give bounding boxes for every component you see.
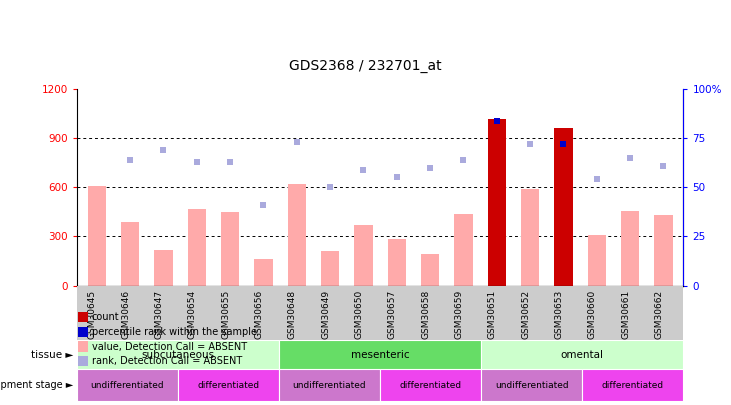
Text: GSM30653: GSM30653 — [555, 290, 564, 339]
Text: rank, Detection Call = ABSENT: rank, Detection Call = ABSENT — [92, 356, 242, 366]
Bar — [654, 215, 673, 286]
Bar — [321, 251, 339, 286]
Point — [491, 117, 503, 124]
Text: GSM30647: GSM30647 — [154, 290, 164, 339]
Text: omental: omental — [561, 350, 604, 360]
Bar — [355, 225, 373, 286]
Text: subcutaneous: subcutaneous — [141, 350, 214, 360]
Text: GSM30655: GSM30655 — [221, 290, 230, 339]
Point — [458, 157, 469, 163]
Point — [158, 147, 170, 153]
Bar — [279, 369, 380, 401]
Bar — [77, 369, 178, 401]
Point — [591, 176, 602, 183]
Text: GSM30652: GSM30652 — [521, 290, 530, 339]
Bar — [287, 184, 306, 286]
Point — [658, 162, 670, 169]
Bar — [121, 222, 140, 286]
Bar — [178, 369, 279, 401]
Text: GDS2368 / 232701_at: GDS2368 / 232701_at — [289, 59, 442, 73]
Bar — [583, 369, 683, 401]
Point — [291, 139, 303, 145]
Bar — [78, 356, 88, 367]
Text: GSM30661: GSM30661 — [621, 290, 630, 339]
Bar — [77, 340, 279, 369]
Text: tissue ►: tissue ► — [31, 350, 73, 360]
Point — [424, 164, 436, 171]
Bar — [521, 189, 539, 286]
Bar — [154, 249, 173, 286]
Text: count: count — [92, 312, 119, 322]
Text: undifferentiated: undifferentiated — [292, 381, 366, 390]
Text: GSM30646: GSM30646 — [121, 290, 130, 339]
Bar — [588, 235, 606, 286]
Text: differentiated: differentiated — [602, 381, 664, 390]
Bar — [554, 128, 572, 286]
Point — [624, 155, 636, 161]
Text: GSM30651: GSM30651 — [488, 290, 497, 339]
Bar — [621, 211, 640, 286]
Text: GSM30650: GSM30650 — [355, 290, 363, 339]
Text: GSM30656: GSM30656 — [254, 290, 263, 339]
Bar — [78, 326, 88, 337]
Point — [224, 158, 236, 165]
Point — [191, 158, 202, 165]
Point — [357, 166, 369, 173]
Point — [558, 141, 569, 147]
Bar — [387, 239, 406, 286]
Bar — [88, 186, 106, 286]
Bar — [488, 119, 506, 286]
Text: undifferentiated: undifferentiated — [91, 381, 164, 390]
Text: GSM30645: GSM30645 — [88, 290, 96, 339]
Bar — [254, 259, 273, 286]
Point — [325, 184, 336, 191]
Bar — [188, 209, 206, 286]
Text: differentiated: differentiated — [197, 381, 260, 390]
Bar — [221, 212, 239, 286]
Point — [257, 202, 269, 208]
Bar — [78, 312, 88, 322]
Text: GSM30662: GSM30662 — [654, 290, 664, 339]
Point — [391, 174, 403, 181]
Bar — [78, 341, 88, 352]
Text: GSM30657: GSM30657 — [387, 290, 397, 339]
Text: GSM30654: GSM30654 — [188, 290, 197, 339]
Text: GSM30660: GSM30660 — [588, 290, 596, 339]
Point — [524, 141, 536, 147]
Bar — [421, 254, 439, 286]
Bar — [454, 213, 473, 286]
Text: GSM30658: GSM30658 — [421, 290, 430, 339]
Point — [124, 157, 136, 163]
Text: GSM30649: GSM30649 — [321, 290, 330, 339]
Text: mesenteric: mesenteric — [351, 350, 409, 360]
Bar — [380, 369, 481, 401]
Text: differentiated: differentiated — [400, 381, 462, 390]
Text: percentile rank within the sample: percentile rank within the sample — [92, 327, 257, 337]
Text: undifferentiated: undifferentiated — [495, 381, 569, 390]
Text: GSM30659: GSM30659 — [455, 290, 463, 339]
Bar — [279, 340, 481, 369]
Bar — [481, 340, 683, 369]
Text: value, Detection Call = ABSENT: value, Detection Call = ABSENT — [92, 341, 247, 352]
Text: development stage ►: development stage ► — [0, 380, 73, 390]
Text: GSM30648: GSM30648 — [288, 290, 297, 339]
Bar — [481, 369, 583, 401]
